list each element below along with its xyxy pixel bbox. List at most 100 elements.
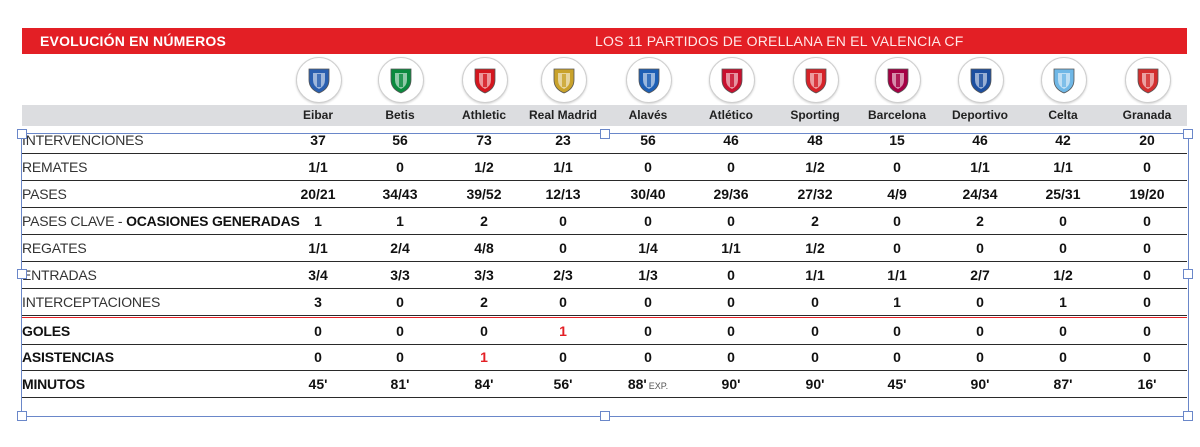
- table-cell: 2: [976, 213, 984, 229]
- table-cell: 0: [1143, 349, 1151, 365]
- table-cell: 90': [970, 376, 990, 392]
- selection-handle-bottom-left[interactable]: [17, 411, 27, 421]
- team-crests-row: [0, 55, 1200, 105]
- table-cell: 0: [1143, 294, 1151, 310]
- table-cell: 1/3: [638, 267, 658, 283]
- table-cell: 3: [314, 294, 322, 310]
- table-row: GOLES 0 0 0 1 0 0 0 0 0 0 0: [22, 317, 1187, 345]
- celta-crest-icon: [1041, 57, 1087, 103]
- selection-handle-middle-right[interactable]: [1183, 269, 1193, 279]
- table-row: PASES CLAVE - OCASIONES GENERADAS 1 1 2 0 0 0 2…: [22, 208, 1187, 235]
- row-label: INTERVENCIONES: [22, 132, 144, 148]
- table-cell: 90': [805, 376, 825, 392]
- table-cell: 0: [893, 159, 901, 175]
- table-cell: 0: [396, 294, 404, 310]
- table-cell: 0: [727, 294, 735, 310]
- team-name: Eibar: [302, 108, 333, 122]
- row-label: MINUTOS: [22, 376, 85, 392]
- table-cell: 25/31: [1045, 186, 1081, 202]
- row-label: ENTRADAS: [22, 267, 97, 283]
- selection-frame[interactable]: [21, 133, 1189, 417]
- banner-left-title: EVOLUCIÓN EN NÚMEROS: [40, 33, 227, 49]
- table-cell: 0: [559, 213, 567, 229]
- table-cell: 0: [727, 159, 735, 175]
- selection-handle-top-left[interactable]: [17, 129, 27, 139]
- team-name: Atlético: [708, 108, 753, 122]
- table-row: MINUTOS 45' 81' 84' 56' 88' EXP. 90' 90' 45' 90' 87…: [22, 371, 1187, 398]
- selection-handle-middle-left[interactable]: [17, 269, 27, 279]
- table-cell: 15: [889, 132, 905, 148]
- table-cell: 2/7: [970, 267, 990, 283]
- table-cell: 0: [1143, 213, 1151, 229]
- table-cell: 30/40: [630, 186, 666, 202]
- team-name: Alavés: [628, 108, 668, 122]
- table-cell: 0: [976, 240, 984, 256]
- team-name: Real Madrid: [528, 108, 597, 122]
- table-cell: 1/1: [553, 159, 573, 175]
- table-cell: 84': [474, 376, 494, 392]
- table-cell: 2: [811, 213, 819, 229]
- table-cell: 0: [893, 240, 901, 256]
- table-cell: 0: [727, 213, 735, 229]
- row-label: PASES: [22, 186, 67, 202]
- barcelona-crest-icon: [875, 57, 921, 103]
- table-cell: 45': [887, 376, 907, 392]
- granada-crest-icon: [1125, 57, 1171, 103]
- table-cell: 1: [559, 323, 567, 339]
- table-cell: 16': [1137, 376, 1157, 392]
- expulsion-note: EXP.: [648, 381, 669, 391]
- table-row: INTERVENCIONES 37 56 73 23 56 46 48 15 46 42 20: [22, 127, 1187, 154]
- table-row: PASES 20/21 34/43 39/52 12/13 30/40 29/36 27/32…: [22, 181, 1187, 208]
- selection-handle-top-right[interactable]: [1183, 129, 1193, 139]
- table-row: INTERCEPTACIONES 3 0 2 0 0 0 0 1 0 1 0: [22, 289, 1187, 316]
- table-cell: 4/8: [474, 240, 494, 256]
- table-cell: 23: [555, 132, 571, 148]
- table-cell: 0: [644, 349, 652, 365]
- table-cell: 1/1: [308, 159, 328, 175]
- team-name: Celta: [1048, 108, 1078, 122]
- table-cell: 0: [727, 323, 735, 339]
- table-cell: 1/1: [308, 240, 328, 256]
- selection-handle-top-center[interactable]: [600, 129, 610, 139]
- table-cell: 2/4: [390, 240, 410, 256]
- table-cell: 1/1: [970, 159, 990, 175]
- table-row: REGATES 1/1 2/4 4/8 0 1/4 1/1 1/2 0 0 0 0: [22, 235, 1187, 262]
- table-cell: 20/21: [300, 186, 336, 202]
- table-cell: 56': [553, 376, 573, 392]
- row-label: PASES CLAVE - OCASIONES GENERADAS: [22, 213, 300, 229]
- table-cell: 0: [644, 323, 652, 339]
- selection-handle-bottom-right[interactable]: [1183, 411, 1193, 421]
- table-cell: 27/32: [797, 186, 833, 202]
- table-cell: 1: [893, 294, 901, 310]
- table-cell: 1/2: [474, 159, 494, 175]
- table-cell: 0: [559, 294, 567, 310]
- team-name: Deportivo: [951, 108, 1008, 122]
- table-cell: 45': [308, 376, 328, 392]
- table-cell: 0: [811, 323, 819, 339]
- table-cell: 0: [396, 349, 404, 365]
- eibar-crest-icon: [296, 57, 342, 103]
- table-cell: 2: [480, 294, 488, 310]
- table-cell: 0: [396, 323, 404, 339]
- table-cell: 0: [1059, 213, 1067, 229]
- table-cell: 29/36: [713, 186, 749, 202]
- table-cell: 0: [314, 323, 322, 339]
- table-cell: 87': [1053, 376, 1073, 392]
- table-cell: 0: [976, 294, 984, 310]
- atletico-crest-icon: [709, 57, 755, 103]
- team-header-band: [22, 105, 1187, 126]
- table-cell: 0: [1059, 349, 1067, 365]
- table-cell: 0: [1143, 267, 1151, 283]
- row-label: INTERCEPTACIONES: [22, 294, 161, 310]
- table-cell: 0: [559, 349, 567, 365]
- team-name: Barcelona: [867, 108, 927, 122]
- table-cell: 1: [396, 213, 404, 229]
- table-cell: 1: [314, 213, 322, 229]
- table-cell: 0: [1059, 240, 1067, 256]
- table-cell: 0: [893, 213, 901, 229]
- table-cell: 0: [644, 213, 652, 229]
- selection-handle-bottom-center[interactable]: [600, 411, 610, 421]
- team-name: Sporting: [790, 108, 840, 122]
- betis-crest-icon: [378, 57, 424, 103]
- table-cell: 1: [480, 349, 488, 365]
